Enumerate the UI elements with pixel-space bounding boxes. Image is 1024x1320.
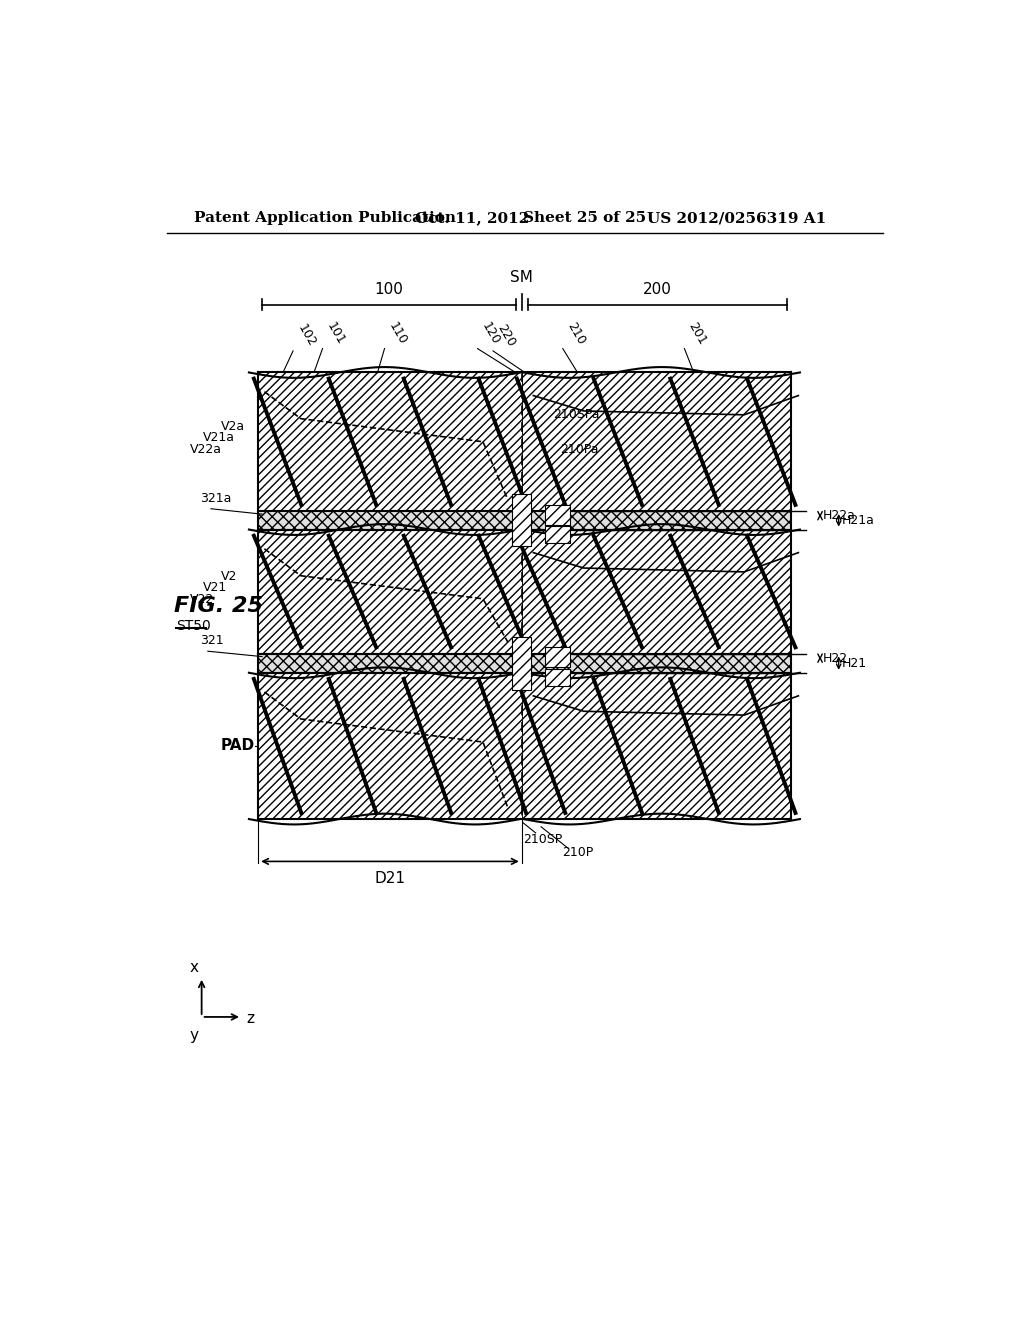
Bar (258, 673, 521, 818)
Text: H22: H22 (823, 652, 848, 665)
Text: V2: V2 (221, 570, 238, 582)
Text: 210Pa: 210Pa (560, 444, 599, 455)
Text: 101: 101 (324, 319, 347, 347)
Bar (258, 653, 791, 673)
Bar (521, 673, 791, 818)
Text: 321a: 321a (200, 492, 231, 506)
Text: V2a: V2a (221, 420, 245, 433)
Text: V22: V22 (190, 593, 214, 606)
Bar (545, 647, 569, 668)
Text: FIG. 25: FIG. 25 (174, 595, 263, 615)
Text: y: y (189, 1028, 199, 1043)
Text: z: z (247, 1011, 255, 1026)
Text: 210SPa: 210SPa (553, 408, 599, 421)
Bar (545, 669, 569, 686)
Bar (258, 529, 521, 653)
Text: V22a: V22a (190, 444, 222, 455)
Bar (545, 506, 569, 525)
Text: 210P: 210P (562, 846, 593, 859)
Text: H21: H21 (842, 656, 867, 669)
Text: SM: SM (510, 271, 534, 285)
Text: PAD: PAD (220, 738, 254, 754)
Bar (521, 372, 791, 511)
Bar (545, 527, 569, 544)
Text: V21: V21 (203, 581, 227, 594)
Text: 201: 201 (686, 319, 710, 347)
Text: Patent Application Publication: Patent Application Publication (194, 211, 456, 226)
Text: D21: D21 (375, 871, 406, 886)
Text: V21a: V21a (203, 432, 236, 445)
Bar (512, 494, 531, 546)
Text: ST50: ST50 (176, 619, 211, 632)
Text: Sheet 25 of 25: Sheet 25 of 25 (523, 211, 646, 226)
Text: Oct. 11, 2012: Oct. 11, 2012 (415, 211, 529, 226)
Text: 210SP: 210SP (523, 833, 562, 846)
Bar (512, 636, 531, 689)
Text: 102: 102 (295, 322, 317, 350)
Text: US 2012/0256319 A1: US 2012/0256319 A1 (647, 211, 826, 226)
Text: 210: 210 (564, 319, 588, 347)
Text: 220: 220 (495, 322, 518, 350)
Text: 321: 321 (200, 635, 223, 647)
Text: 110: 110 (386, 319, 410, 347)
Bar (521, 529, 791, 653)
Bar (258, 372, 521, 511)
Text: 100: 100 (375, 282, 403, 297)
Text: 200: 200 (643, 282, 672, 297)
Text: H21a: H21a (842, 513, 874, 527)
Text: H22a: H22a (823, 510, 856, 523)
Text: 120: 120 (479, 319, 502, 347)
Bar (258, 511, 791, 529)
Text: x: x (189, 960, 199, 974)
